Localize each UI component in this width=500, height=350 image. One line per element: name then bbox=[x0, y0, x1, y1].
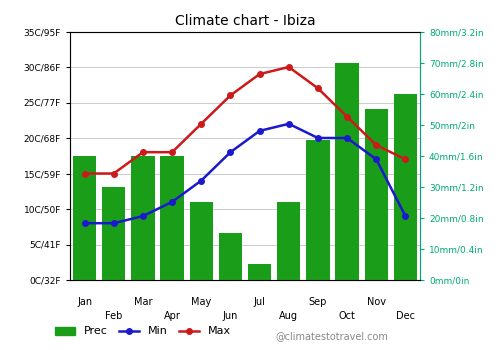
Bar bbox=[190, 202, 213, 280]
Text: Jun: Jun bbox=[222, 310, 238, 321]
Bar bbox=[364, 109, 388, 280]
Text: Sep: Sep bbox=[308, 297, 327, 307]
Bar bbox=[131, 156, 154, 280]
Bar bbox=[248, 265, 271, 280]
Bar bbox=[394, 93, 417, 280]
Text: @climatestotravel.com: @climatestotravel.com bbox=[275, 331, 388, 341]
Text: Jan: Jan bbox=[77, 297, 92, 307]
Text: May: May bbox=[191, 297, 212, 307]
Bar bbox=[102, 187, 126, 280]
Text: Nov: Nov bbox=[366, 297, 386, 307]
Text: Mar: Mar bbox=[134, 297, 152, 307]
Title: Climate chart - Ibiza: Climate chart - Ibiza bbox=[174, 14, 316, 28]
Bar bbox=[73, 156, 96, 280]
Bar bbox=[277, 202, 300, 280]
Bar bbox=[306, 140, 330, 280]
Bar bbox=[219, 233, 242, 280]
Text: Jul: Jul bbox=[254, 297, 266, 307]
Bar bbox=[336, 63, 359, 280]
Text: Aug: Aug bbox=[279, 310, 298, 321]
Bar bbox=[160, 156, 184, 280]
Text: Dec: Dec bbox=[396, 310, 415, 321]
Text: Apr: Apr bbox=[164, 310, 180, 321]
Text: Feb: Feb bbox=[105, 310, 122, 321]
Text: Oct: Oct bbox=[338, 310, 355, 321]
Legend: Prec, Min, Max: Prec, Min, Max bbox=[50, 322, 235, 341]
